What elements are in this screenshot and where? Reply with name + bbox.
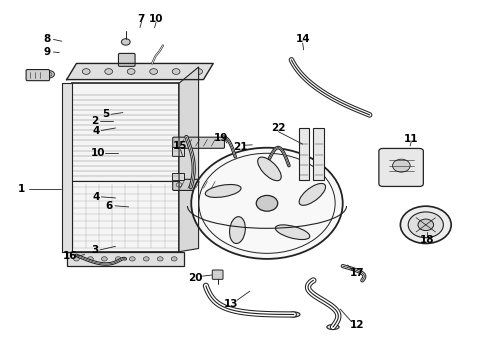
Text: 14: 14 bbox=[295, 34, 310, 44]
Ellipse shape bbox=[229, 217, 245, 243]
Circle shape bbox=[105, 69, 113, 75]
Text: 6: 6 bbox=[105, 201, 113, 211]
FancyBboxPatch shape bbox=[26, 69, 49, 81]
Text: 16: 16 bbox=[63, 251, 77, 261]
Polygon shape bbox=[62, 83, 72, 252]
Text: 4: 4 bbox=[92, 192, 99, 202]
Text: 19: 19 bbox=[213, 133, 228, 143]
Text: 21: 21 bbox=[233, 141, 247, 152]
Text: 5: 5 bbox=[102, 109, 109, 120]
Circle shape bbox=[101, 257, 107, 261]
Circle shape bbox=[256, 195, 278, 211]
FancyBboxPatch shape bbox=[119, 53, 135, 66]
Circle shape bbox=[143, 257, 149, 261]
Bar bbox=[314, 128, 324, 180]
Ellipse shape bbox=[299, 184, 325, 205]
Circle shape bbox=[45, 71, 54, 78]
Bar bbox=[299, 128, 310, 180]
Circle shape bbox=[408, 212, 443, 238]
Circle shape bbox=[129, 257, 135, 261]
Text: 15: 15 bbox=[173, 141, 188, 151]
Bar bbox=[172, 147, 184, 156]
Polygon shape bbox=[67, 63, 213, 80]
Text: 9: 9 bbox=[44, 47, 50, 57]
Circle shape bbox=[195, 69, 202, 75]
Bar bbox=[172, 172, 184, 180]
Text: 20: 20 bbox=[188, 273, 202, 283]
FancyBboxPatch shape bbox=[212, 270, 223, 279]
Circle shape bbox=[157, 257, 163, 261]
Bar bbox=[72, 83, 179, 252]
Ellipse shape bbox=[275, 225, 310, 239]
Circle shape bbox=[171, 257, 177, 261]
Ellipse shape bbox=[205, 185, 241, 197]
FancyBboxPatch shape bbox=[172, 179, 224, 190]
Circle shape bbox=[127, 69, 135, 75]
Circle shape bbox=[418, 219, 434, 230]
Ellipse shape bbox=[288, 312, 300, 317]
Circle shape bbox=[82, 69, 90, 75]
Text: 13: 13 bbox=[224, 299, 239, 309]
Circle shape bbox=[191, 148, 343, 259]
Text: 2: 2 bbox=[91, 116, 98, 126]
Polygon shape bbox=[179, 67, 198, 252]
Text: 4: 4 bbox=[92, 126, 99, 135]
Circle shape bbox=[150, 69, 158, 75]
Circle shape bbox=[172, 69, 180, 75]
Ellipse shape bbox=[327, 324, 339, 329]
Text: 3: 3 bbox=[91, 245, 98, 255]
Text: 10: 10 bbox=[91, 148, 106, 158]
Circle shape bbox=[74, 257, 79, 261]
Circle shape bbox=[115, 257, 121, 261]
Text: 12: 12 bbox=[350, 320, 365, 330]
Text: 10: 10 bbox=[149, 14, 163, 24]
Text: 11: 11 bbox=[404, 134, 418, 144]
Text: 7: 7 bbox=[138, 14, 145, 24]
Text: 18: 18 bbox=[419, 235, 434, 245]
FancyBboxPatch shape bbox=[172, 137, 224, 148]
Ellipse shape bbox=[258, 157, 281, 181]
Text: 22: 22 bbox=[271, 123, 286, 133]
Bar bbox=[67, 252, 184, 266]
Circle shape bbox=[87, 257, 93, 261]
Text: 17: 17 bbox=[350, 267, 365, 278]
FancyBboxPatch shape bbox=[379, 148, 423, 186]
Circle shape bbox=[122, 39, 130, 45]
Circle shape bbox=[392, 159, 410, 172]
Text: 8: 8 bbox=[44, 35, 51, 44]
Text: 1: 1 bbox=[18, 184, 25, 194]
Circle shape bbox=[400, 206, 451, 243]
